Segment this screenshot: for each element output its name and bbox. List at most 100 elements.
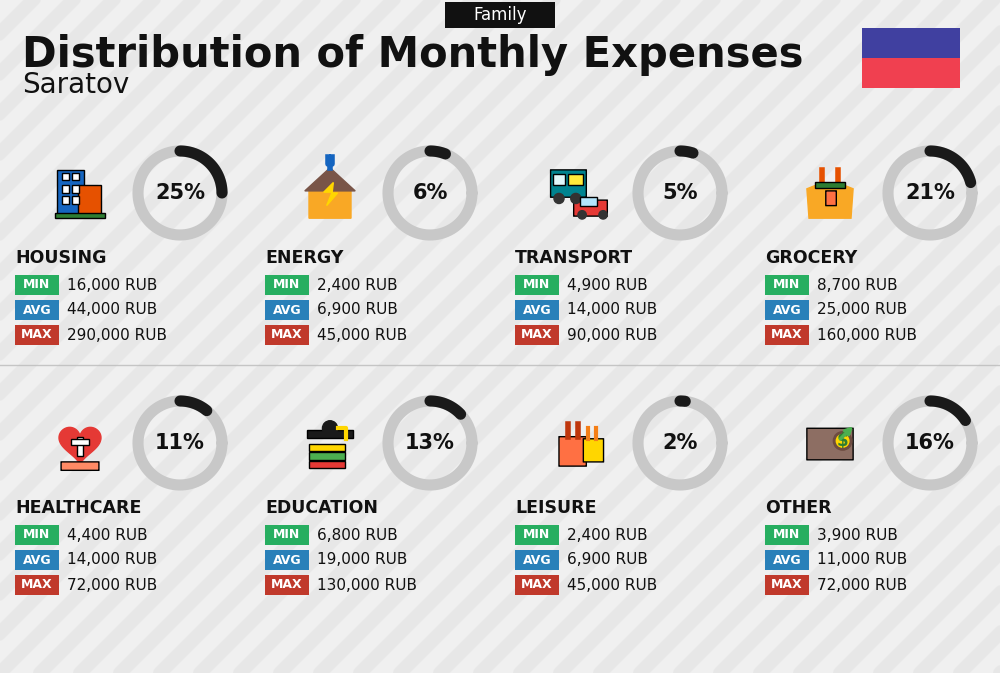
Text: 14,000 RUB: 14,000 RUB [67, 553, 157, 567]
FancyBboxPatch shape [15, 575, 59, 595]
Text: 19,000 RUB: 19,000 RUB [317, 553, 407, 567]
Text: 25,000 RUB: 25,000 RUB [817, 302, 907, 318]
Circle shape [833, 431, 852, 450]
FancyBboxPatch shape [265, 275, 309, 295]
Text: 11,000 RUB: 11,000 RUB [817, 553, 907, 567]
Text: 45,000 RUB: 45,000 RUB [567, 577, 657, 592]
Text: MAX: MAX [521, 328, 553, 341]
Polygon shape [309, 174, 351, 218]
FancyBboxPatch shape [862, 28, 960, 58]
FancyBboxPatch shape [72, 186, 79, 193]
FancyBboxPatch shape [62, 173, 69, 180]
Polygon shape [807, 184, 853, 218]
Text: 160,000 RUB: 160,000 RUB [817, 328, 917, 343]
FancyBboxPatch shape [445, 2, 555, 28]
Text: AVG: AVG [523, 304, 551, 316]
FancyBboxPatch shape [15, 325, 59, 345]
FancyBboxPatch shape [515, 300, 559, 320]
Text: MAX: MAX [21, 328, 53, 341]
Circle shape [571, 193, 581, 203]
Text: 290,000 RUB: 290,000 RUB [67, 328, 167, 343]
Text: Family: Family [473, 6, 527, 24]
Text: OTHER: OTHER [765, 499, 832, 517]
Text: MAX: MAX [771, 328, 803, 341]
Text: AVG: AVG [523, 553, 551, 567]
Circle shape [554, 193, 564, 203]
FancyBboxPatch shape [57, 170, 84, 216]
Text: 6,900 RUB: 6,900 RUB [317, 302, 398, 318]
Text: MAX: MAX [21, 579, 53, 592]
Polygon shape [324, 182, 338, 205]
FancyBboxPatch shape [765, 525, 809, 545]
FancyBboxPatch shape [309, 452, 345, 460]
Text: 44,000 RUB: 44,000 RUB [67, 302, 157, 318]
Text: 16%: 16% [905, 433, 955, 453]
Circle shape [836, 435, 849, 447]
Text: 21%: 21% [905, 183, 955, 203]
FancyBboxPatch shape [265, 325, 309, 345]
Text: 130,000 RUB: 130,000 RUB [317, 577, 417, 592]
Text: Saratov: Saratov [22, 71, 129, 99]
Text: 4,900 RUB: 4,900 RUB [567, 277, 648, 293]
Text: ENERGY: ENERGY [265, 249, 343, 267]
Text: 5%: 5% [662, 183, 698, 203]
FancyBboxPatch shape [265, 575, 309, 595]
Polygon shape [59, 427, 101, 465]
FancyBboxPatch shape [515, 525, 559, 545]
Text: 90,000 RUB: 90,000 RUB [567, 328, 657, 343]
Text: Distribution of Monthly Expenses: Distribution of Monthly Expenses [22, 34, 804, 76]
Text: 2,400 RUB: 2,400 RUB [317, 277, 398, 293]
Text: $: $ [837, 432, 848, 450]
Text: HEALTHCARE: HEALTHCARE [15, 499, 141, 517]
FancyBboxPatch shape [72, 173, 79, 180]
Circle shape [599, 211, 607, 219]
Text: MIN: MIN [23, 528, 51, 542]
Circle shape [578, 211, 586, 219]
FancyBboxPatch shape [309, 460, 345, 468]
FancyBboxPatch shape [78, 184, 101, 216]
Text: MIN: MIN [273, 279, 301, 291]
FancyBboxPatch shape [583, 439, 604, 462]
Text: 25%: 25% [155, 183, 205, 203]
FancyBboxPatch shape [765, 300, 809, 320]
Text: 13%: 13% [405, 433, 455, 453]
Text: 72,000 RUB: 72,000 RUB [817, 577, 907, 592]
Text: HOUSING: HOUSING [15, 249, 106, 267]
Text: 6%: 6% [412, 183, 448, 203]
FancyBboxPatch shape [515, 275, 559, 295]
Text: MAX: MAX [271, 328, 303, 341]
Text: MIN: MIN [23, 279, 51, 291]
Text: 14,000 RUB: 14,000 RUB [567, 302, 657, 318]
Text: AVG: AVG [273, 304, 301, 316]
Text: 2%: 2% [662, 433, 698, 453]
FancyBboxPatch shape [55, 213, 105, 218]
FancyBboxPatch shape [559, 437, 586, 466]
FancyBboxPatch shape [765, 275, 809, 295]
Text: AVG: AVG [773, 553, 801, 567]
FancyBboxPatch shape [15, 525, 59, 545]
FancyBboxPatch shape [61, 462, 99, 470]
Text: 3,900 RUB: 3,900 RUB [817, 528, 898, 542]
FancyBboxPatch shape [62, 196, 69, 203]
FancyBboxPatch shape [309, 444, 345, 452]
FancyBboxPatch shape [71, 439, 89, 445]
Polygon shape [305, 168, 355, 191]
Text: AVG: AVG [23, 553, 51, 567]
FancyBboxPatch shape [77, 437, 83, 456]
Text: MIN: MIN [523, 279, 551, 291]
Text: MIN: MIN [523, 528, 551, 542]
Text: 72,000 RUB: 72,000 RUB [67, 577, 157, 592]
FancyBboxPatch shape [574, 200, 607, 216]
Text: MIN: MIN [773, 528, 801, 542]
Text: MAX: MAX [271, 579, 303, 592]
Text: MIN: MIN [773, 279, 801, 291]
FancyBboxPatch shape [307, 431, 353, 438]
Text: 6,800 RUB: 6,800 RUB [317, 528, 398, 542]
Text: 2,400 RUB: 2,400 RUB [567, 528, 648, 542]
FancyBboxPatch shape [515, 325, 559, 345]
Text: AVG: AVG [273, 553, 301, 567]
Text: 11%: 11% [155, 433, 205, 453]
Text: GROCERY: GROCERY [765, 249, 857, 267]
FancyBboxPatch shape [862, 58, 960, 88]
Text: MAX: MAX [521, 579, 553, 592]
